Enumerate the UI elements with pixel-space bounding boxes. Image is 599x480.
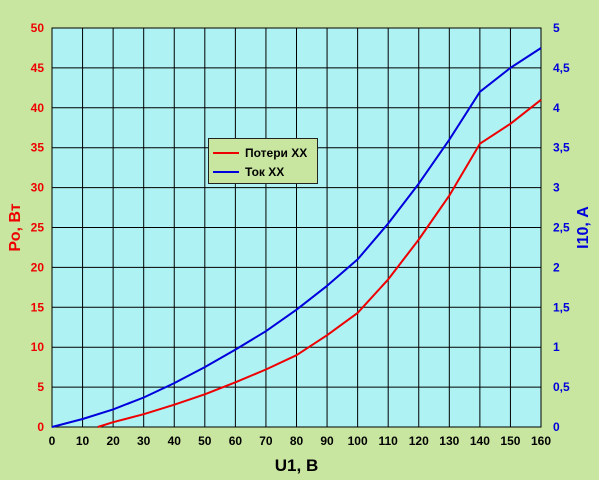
x-tick-label: 110	[379, 434, 399, 448]
legend-label-losses: Потери ХХ	[245, 145, 308, 160]
tick-labels: 0 10 20 30 40 50 60 70 80 90 100 110 120 130 140 150 160…	[31, 21, 570, 448]
legend: Потери ХХ Ток ХХ	[208, 138, 318, 184]
y-right-tick-label: 0,5	[553, 380, 570, 394]
y-right-tick-label: 2	[553, 260, 560, 274]
y-right-tick-label: 1	[553, 340, 560, 354]
x-tick-label: 0	[49, 434, 56, 448]
y-axis-right-title: I10, А	[575, 206, 592, 249]
x-tick-label: 70	[259, 434, 273, 448]
y-left-tick-label: 50	[31, 21, 45, 35]
y-right-tick-label: 3,5	[553, 141, 570, 155]
y-right-tick-label: 4,5	[553, 61, 570, 75]
y-left-tick-label: 20	[31, 260, 45, 274]
y-right-tick-label: 5	[553, 21, 560, 35]
y-right-tick-label: 0	[553, 420, 560, 434]
y-left-tick-label: 15	[31, 300, 45, 314]
y-right-tick-label: 3	[553, 181, 560, 195]
x-tick-label: 10	[76, 434, 90, 448]
x-tick-label: 90	[320, 434, 334, 448]
legend-swatch-losses	[213, 151, 239, 154]
x-tick-label: 160	[531, 434, 551, 448]
legend-item-losses: Потери ХХ	[213, 143, 313, 162]
x-tick-label: 40	[168, 434, 182, 448]
x-tick-label: 150	[500, 434, 520, 448]
y-left-tick-label: 10	[31, 340, 45, 354]
x-tick-label: 140	[470, 434, 490, 448]
x-tick-label: 80	[290, 434, 304, 448]
y-left-tick-label: 25	[31, 221, 45, 235]
legend-label-current: Ток ХХ	[245, 164, 285, 179]
legend-swatch-current	[213, 170, 239, 173]
y-left-tick-label: 30	[31, 181, 45, 195]
y-left-tick-label: 0	[37, 420, 44, 434]
grid	[52, 28, 541, 427]
y-left-tick-label: 45	[31, 61, 45, 75]
series-layer	[51, 47, 542, 428]
x-tick-label: 60	[229, 434, 243, 448]
x-tick-label: 100	[348, 434, 368, 448]
legend-item-current: Ток ХХ	[213, 162, 313, 181]
y-left-tick-label: 40	[31, 101, 45, 115]
x-tick-label: 50	[198, 434, 212, 448]
y-right-tick-label: 1,5	[553, 300, 570, 314]
series-line-losses	[97, 99, 542, 428]
y-right-tick-label: 2,5	[553, 221, 570, 235]
y-right-tick-label: 4	[553, 101, 560, 115]
x-tick-label: 30	[137, 434, 151, 448]
x-tick-label: 20	[106, 434, 120, 448]
y-left-tick-label: 5	[37, 380, 44, 394]
x-axis-title: U1, В	[275, 456, 318, 475]
y-left-tick-label: 35	[31, 141, 45, 155]
x-tick-label: 120	[409, 434, 429, 448]
series-line-current	[51, 47, 542, 428]
x-tick-label: 130	[439, 434, 459, 448]
y-axis-left-title: Ро, Вт	[7, 203, 24, 251]
